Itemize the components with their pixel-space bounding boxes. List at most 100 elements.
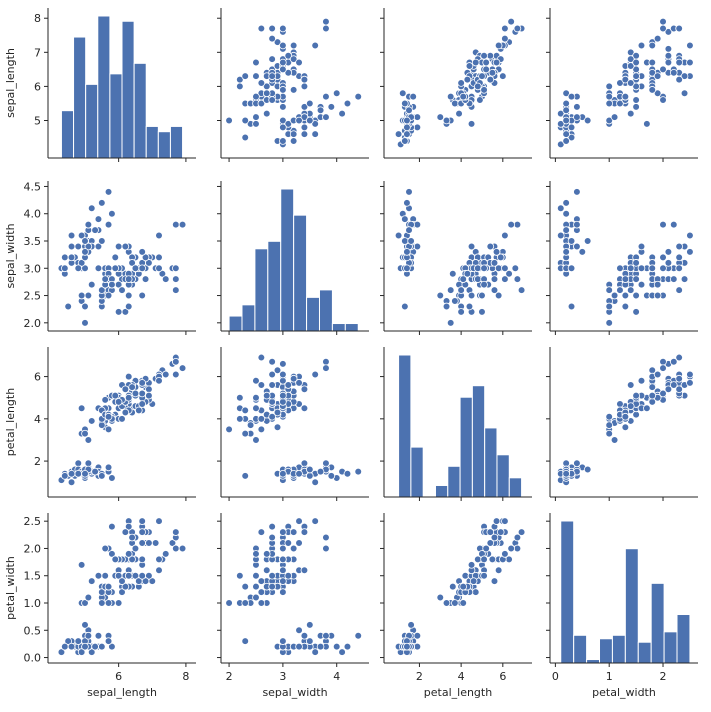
scatter-point bbox=[494, 41, 503, 50]
scatter-point bbox=[118, 577, 126, 585]
scatter-point bbox=[556, 140, 565, 149]
scatter-point bbox=[562, 459, 570, 468]
scatter-point bbox=[279, 370, 287, 379]
scatter-point bbox=[322, 364, 330, 372]
scatter-point bbox=[573, 242, 581, 251]
scatter-point bbox=[442, 599, 451, 607]
scatter-point bbox=[311, 370, 319, 379]
scatter-point bbox=[332, 642, 341, 651]
scatter-point bbox=[401, 237, 409, 245]
scatter-point bbox=[279, 577, 287, 585]
scatter-point bbox=[87, 577, 96, 585]
scatter-point bbox=[478, 308, 486, 316]
scatter-point bbox=[84, 242, 93, 251]
scatter-point bbox=[567, 302, 576, 311]
scatter-point bbox=[61, 253, 69, 262]
scatter-point bbox=[98, 642, 106, 651]
hist-bar bbox=[133, 62, 147, 159]
scatter-point bbox=[124, 571, 133, 580]
scatter-point bbox=[268, 96, 276, 104]
scatter-point bbox=[257, 425, 266, 434]
scatter-point bbox=[111, 555, 120, 564]
hist-bar bbox=[157, 131, 171, 159]
scatter-point bbox=[289, 528, 298, 536]
scatter-point bbox=[482, 58, 490, 67]
scatter-point bbox=[478, 291, 486, 300]
y-tick-label: 2.5 bbox=[24, 290, 42, 303]
scatter-point bbox=[305, 472, 314, 480]
scatter-point bbox=[300, 103, 309, 111]
scatter-point bbox=[131, 264, 140, 273]
scatter-point bbox=[257, 79, 266, 87]
scatter-point bbox=[659, 220, 667, 229]
scatter-point bbox=[104, 220, 113, 229]
scatter-point bbox=[57, 648, 66, 656]
scatter-point bbox=[490, 259, 499, 267]
scatter-point bbox=[562, 89, 570, 98]
scatter-point bbox=[94, 264, 103, 273]
scatter-point bbox=[486, 51, 495, 60]
scatter-point bbox=[81, 621, 89, 629]
scatter-point bbox=[98, 199, 106, 207]
scatter-point bbox=[138, 555, 146, 564]
scatter-point bbox=[178, 220, 187, 229]
scatter-point bbox=[573, 188, 581, 196]
scatter-point bbox=[659, 24, 667, 33]
scatter-point bbox=[141, 275, 150, 283]
scatter-point bbox=[61, 264, 69, 273]
scatter-point bbox=[567, 123, 576, 132]
scatter-point bbox=[621, 291, 630, 300]
scatter-point bbox=[61, 642, 69, 651]
scatter-point bbox=[322, 24, 330, 33]
scatter-point bbox=[480, 555, 488, 564]
scatter-point bbox=[616, 79, 624, 87]
scatter-point bbox=[268, 24, 276, 33]
scatter-point bbox=[284, 51, 293, 60]
y-tick-label: 2 bbox=[34, 455, 41, 468]
scatter-point bbox=[268, 55, 276, 63]
scatter-point bbox=[403, 199, 411, 207]
scatter-point bbox=[648, 264, 657, 273]
scatter-point bbox=[496, 253, 505, 262]
scatter-point bbox=[257, 415, 266, 423]
scatter-point bbox=[605, 286, 613, 294]
scatter-point bbox=[401, 99, 409, 108]
scatter-point bbox=[442, 302, 451, 311]
scatter-point bbox=[517, 528, 526, 536]
scatter-point bbox=[316, 106, 325, 115]
hist-bar bbox=[599, 638, 613, 664]
scatter-point bbox=[354, 92, 363, 101]
scatter-point bbox=[74, 459, 83, 468]
scatter-point bbox=[77, 404, 86, 413]
scatter-point bbox=[279, 528, 287, 536]
scatter-point bbox=[273, 38, 282, 46]
scatter-point bbox=[91, 642, 99, 651]
scatter-point bbox=[74, 242, 83, 251]
scatter-point bbox=[138, 389, 146, 398]
scatter-point bbox=[67, 231, 76, 240]
scatter-point bbox=[98, 421, 106, 429]
scatter-point bbox=[556, 204, 565, 213]
y-tick-label: 6 bbox=[34, 371, 41, 384]
scatter-point bbox=[457, 308, 465, 316]
scatter-point bbox=[155, 376, 163, 385]
scatter-point bbox=[486, 242, 495, 251]
panel-petal_length-vs-petal_length bbox=[380, 347, 532, 501]
scatter-point bbox=[494, 566, 503, 575]
scatter-point bbox=[118, 415, 126, 423]
scatter-point bbox=[686, 231, 694, 240]
scatter-point bbox=[145, 259, 153, 267]
scatter-point bbox=[241, 429, 250, 438]
scatter-point bbox=[501, 34, 509, 43]
x-tick-label: 4 bbox=[458, 670, 465, 683]
x-tick-label: 2 bbox=[416, 670, 423, 683]
y-tick-label: 7 bbox=[34, 46, 41, 59]
scatter-point bbox=[300, 123, 309, 132]
y-axis-label-sepal_width: sepal_width bbox=[4, 223, 17, 288]
scatter-point bbox=[98, 472, 106, 480]
scatter-point bbox=[465, 62, 474, 70]
scatter-point bbox=[138, 264, 146, 273]
scatter-point bbox=[252, 113, 260, 121]
scatter-point bbox=[501, 24, 509, 33]
hist-bar bbox=[573, 634, 588, 664]
